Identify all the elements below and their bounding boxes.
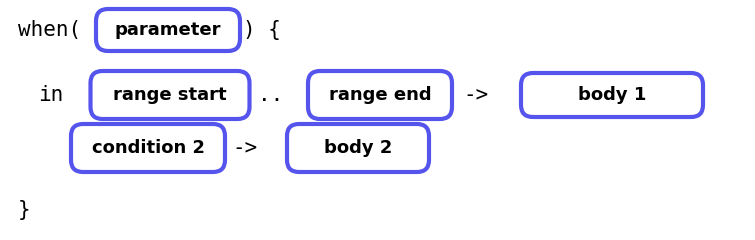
Text: body 1: body 1 (578, 86, 646, 104)
Text: ->: -> (463, 85, 488, 105)
Text: body 2: body 2 (324, 139, 392, 157)
Text: in: in (38, 85, 63, 105)
FancyBboxPatch shape (521, 73, 703, 117)
Text: ->: -> (232, 138, 257, 158)
Text: condition 2: condition 2 (91, 139, 205, 157)
FancyBboxPatch shape (308, 71, 452, 119)
Text: range end: range end (328, 86, 431, 104)
Text: ..: .. (258, 85, 283, 105)
Text: parameter: parameter (115, 21, 221, 39)
Text: }: } (18, 200, 31, 220)
Text: range start: range start (113, 86, 226, 104)
FancyBboxPatch shape (91, 71, 249, 119)
FancyBboxPatch shape (96, 9, 240, 51)
Text: when(: when( (18, 20, 81, 40)
Text: ) {: ) { (243, 20, 281, 40)
FancyBboxPatch shape (71, 124, 225, 172)
FancyBboxPatch shape (287, 124, 429, 172)
